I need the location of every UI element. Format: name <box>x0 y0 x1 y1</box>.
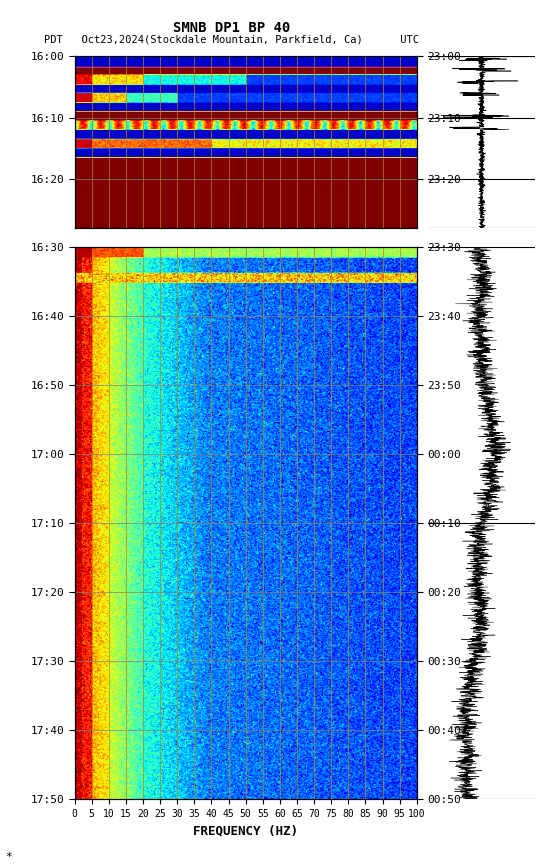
Text: *: * <box>6 852 12 861</box>
Text: SMNB DP1 BP 40: SMNB DP1 BP 40 <box>173 21 290 35</box>
X-axis label: FREQUENCY (HZ): FREQUENCY (HZ) <box>193 824 298 837</box>
Text: PDT   Oct23,2024(Stockdale Mountain, Parkfield, Ca)      UTC: PDT Oct23,2024(Stockdale Mountain, Parkf… <box>44 35 420 45</box>
